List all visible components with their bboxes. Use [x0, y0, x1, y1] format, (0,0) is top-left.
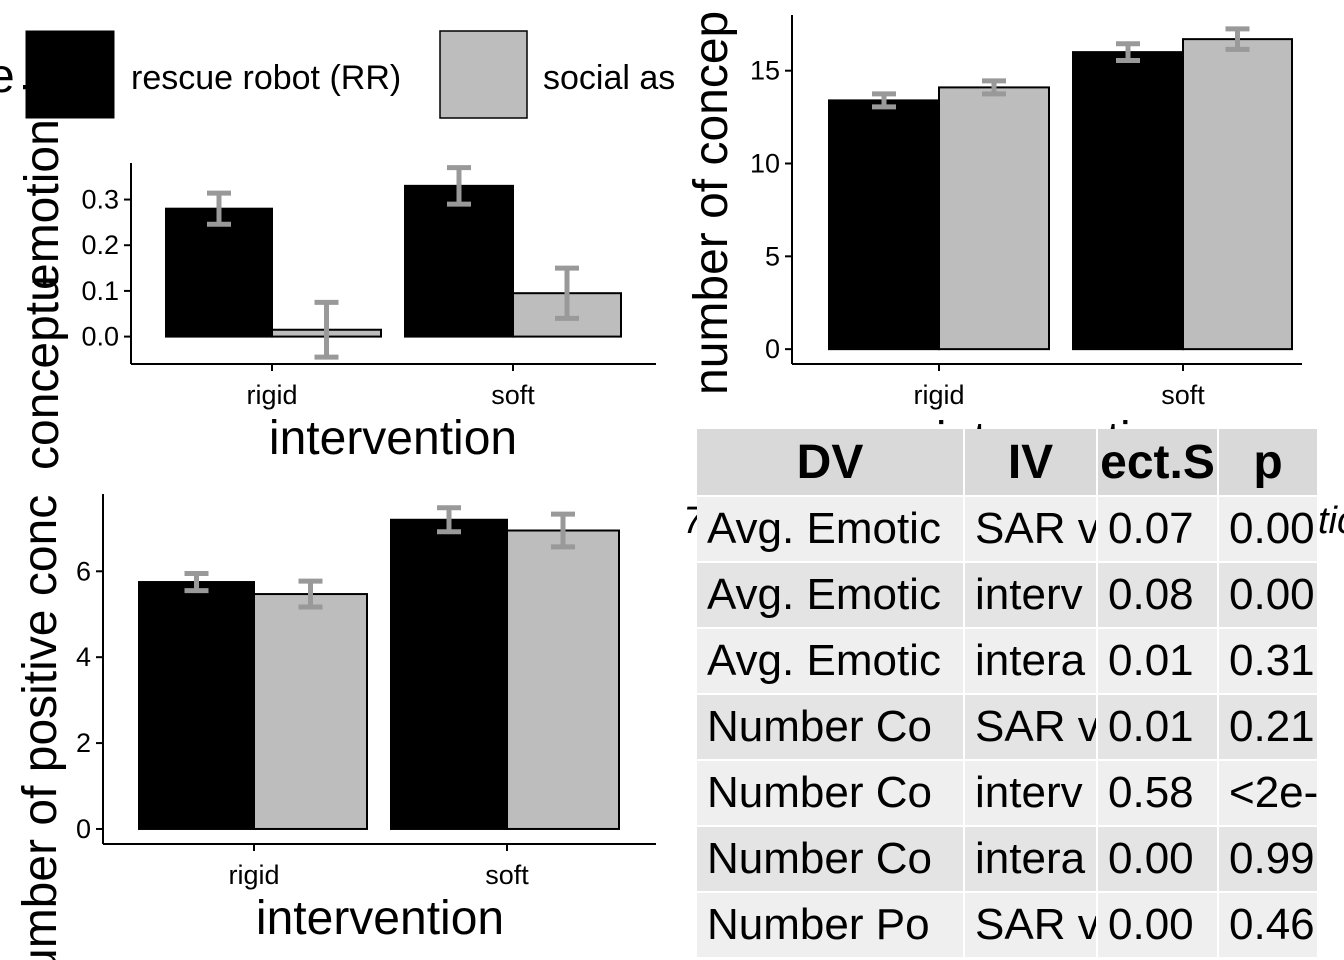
legend-swatch-sar [439, 30, 528, 119]
cell-effect: 0.08 [1098, 563, 1219, 629]
y-tick-label: 5 [765, 241, 780, 271]
x-tick-label-soft: soft [485, 860, 529, 890]
y-axis-title: emotional e [16, 42, 69, 290]
header-effect-size: ect.S [1098, 429, 1219, 497]
x-tick-label-rigid: rigid [246, 380, 297, 410]
y-tick-label: 0 [76, 814, 91, 844]
legend-label-rr: rescue robot (RR) [131, 59, 401, 97]
x-tick-label-soft: soft [1161, 380, 1205, 410]
stats-table: DV IV ect.S p Avg. Emotic SAR v 0.07 0.0… [697, 429, 1319, 959]
table-row: Number Co SAR v 0.01 0.21 [697, 695, 1319, 761]
y-tick-label: 0.0 [81, 322, 119, 352]
stray-label-right: tic [1318, 500, 1344, 542]
x-axis-title: intervention [936, 413, 1184, 430]
table-row: Avg. Emotic SAR v 0.07 0.00 [697, 497, 1319, 563]
table-row: Number Co intera 0.00 0.99 [697, 827, 1319, 893]
y-tick-label: 0.3 [81, 185, 119, 215]
cell-dv: Number Po [697, 893, 965, 959]
cell-effect: 0.58 [1098, 761, 1219, 827]
bar-sar-soft [1182, 38, 1293, 351]
header-dv: DV [697, 429, 965, 497]
bar-rr-soft [1072, 51, 1184, 351]
y-axis-title: number of concep [685, 11, 738, 395]
table-row: Avg. Emotic intera 0.01 0.31 [697, 629, 1319, 695]
cell-p: 0.00 [1219, 497, 1319, 563]
legend-label-sar: social as [543, 59, 675, 97]
cell-iv: SAR v [965, 695, 1098, 761]
chart-panel-positive: 0 2 4 6 rigid soft intervention umber of posi… [14, 494, 656, 960]
bar-sar-rigid [253, 593, 368, 830]
cell-iv: interv [965, 563, 1098, 629]
conceptual-axis-fragment: conceptu [16, 275, 69, 470]
cell-iv: SAR v [965, 497, 1098, 563]
cell-iv: interv [965, 761, 1098, 827]
legend-swatch-rr [25, 30, 115, 119]
bar-rr-rigid [138, 581, 255, 830]
cell-dv: Avg. Emotic [697, 563, 965, 629]
cell-iv: intera [965, 629, 1098, 695]
x-axis-title: intervention [256, 892, 504, 945]
table-row: Number Co interv 0.58 <2e- [697, 761, 1319, 827]
cell-effect: 0.01 [1098, 629, 1219, 695]
table-row: Number Po SAR v 0.00 0.46 [697, 893, 1319, 959]
y-tick-label: 6 [76, 556, 91, 586]
x-tick-label-soft: soft [491, 380, 535, 410]
header-iv: IV [965, 429, 1098, 497]
overlap-axis-title: conceptu [16, 275, 69, 470]
cell-dv: Number Co [697, 827, 965, 893]
y-tick-label: 0 [765, 334, 780, 364]
bar-sar-soft [506, 529, 620, 830]
cell-dv: Avg. Emotic [697, 629, 965, 695]
table-row: Avg. Emotic interv 0.08 0.00 [697, 563, 1319, 629]
cell-p: <2e- [1219, 761, 1319, 827]
x-axis-title: intervention [269, 412, 517, 465]
cell-effect: 0.00 [1098, 893, 1219, 959]
bar-rr-soft [404, 184, 514, 338]
cell-p: 0.99 [1219, 827, 1319, 893]
y-axis-title: umber of positive conc [14, 495, 67, 960]
cell-effect: 0.07 [1098, 497, 1219, 563]
bar-rr-soft [390, 518, 508, 830]
y-tick-label: 4 [76, 642, 91, 672]
cell-p: 0.21 [1219, 695, 1319, 761]
x-tick-label-rigid: rigid [913, 380, 964, 410]
bar-rr-rigid [828, 99, 940, 351]
y-tick-label: 0.2 [81, 230, 119, 260]
cell-effect: 0.00 [1098, 827, 1219, 893]
y-tick-label: 2 [76, 728, 91, 758]
cell-dv: Number Co [697, 761, 965, 827]
cell-p: 0.00 [1219, 563, 1319, 629]
y-tick-label: 15 [750, 56, 780, 86]
cell-iv: SAR v [965, 893, 1098, 959]
cell-iv: intera [965, 827, 1098, 893]
cell-dv: Avg. Emotic [697, 497, 965, 563]
cell-p: 0.31 [1219, 629, 1319, 695]
cell-dv: Number Co [697, 695, 965, 761]
bar-sar-rigid [938, 86, 1050, 351]
x-tick-label-rigid: rigid [228, 860, 279, 890]
chart-panel-concepts: 0 5 10 15 rigid soft number of concep interve… [685, 11, 1302, 430]
bar-rr-rigid [165, 207, 273, 338]
cell-p: 0.46 [1219, 893, 1319, 959]
y-tick-label: 0.1 [81, 276, 119, 306]
table-header-row: DV IV ect.S p [697, 429, 1319, 497]
cell-effect: 0.01 [1098, 695, 1219, 761]
chart-panel-emotional: e rescue robot (RR) social as 0.0 0.1 0.2 0… [0, 30, 675, 465]
header-p: p [1219, 429, 1319, 497]
legend-title: e [0, 50, 15, 103]
y-tick-label: 10 [750, 149, 780, 179]
